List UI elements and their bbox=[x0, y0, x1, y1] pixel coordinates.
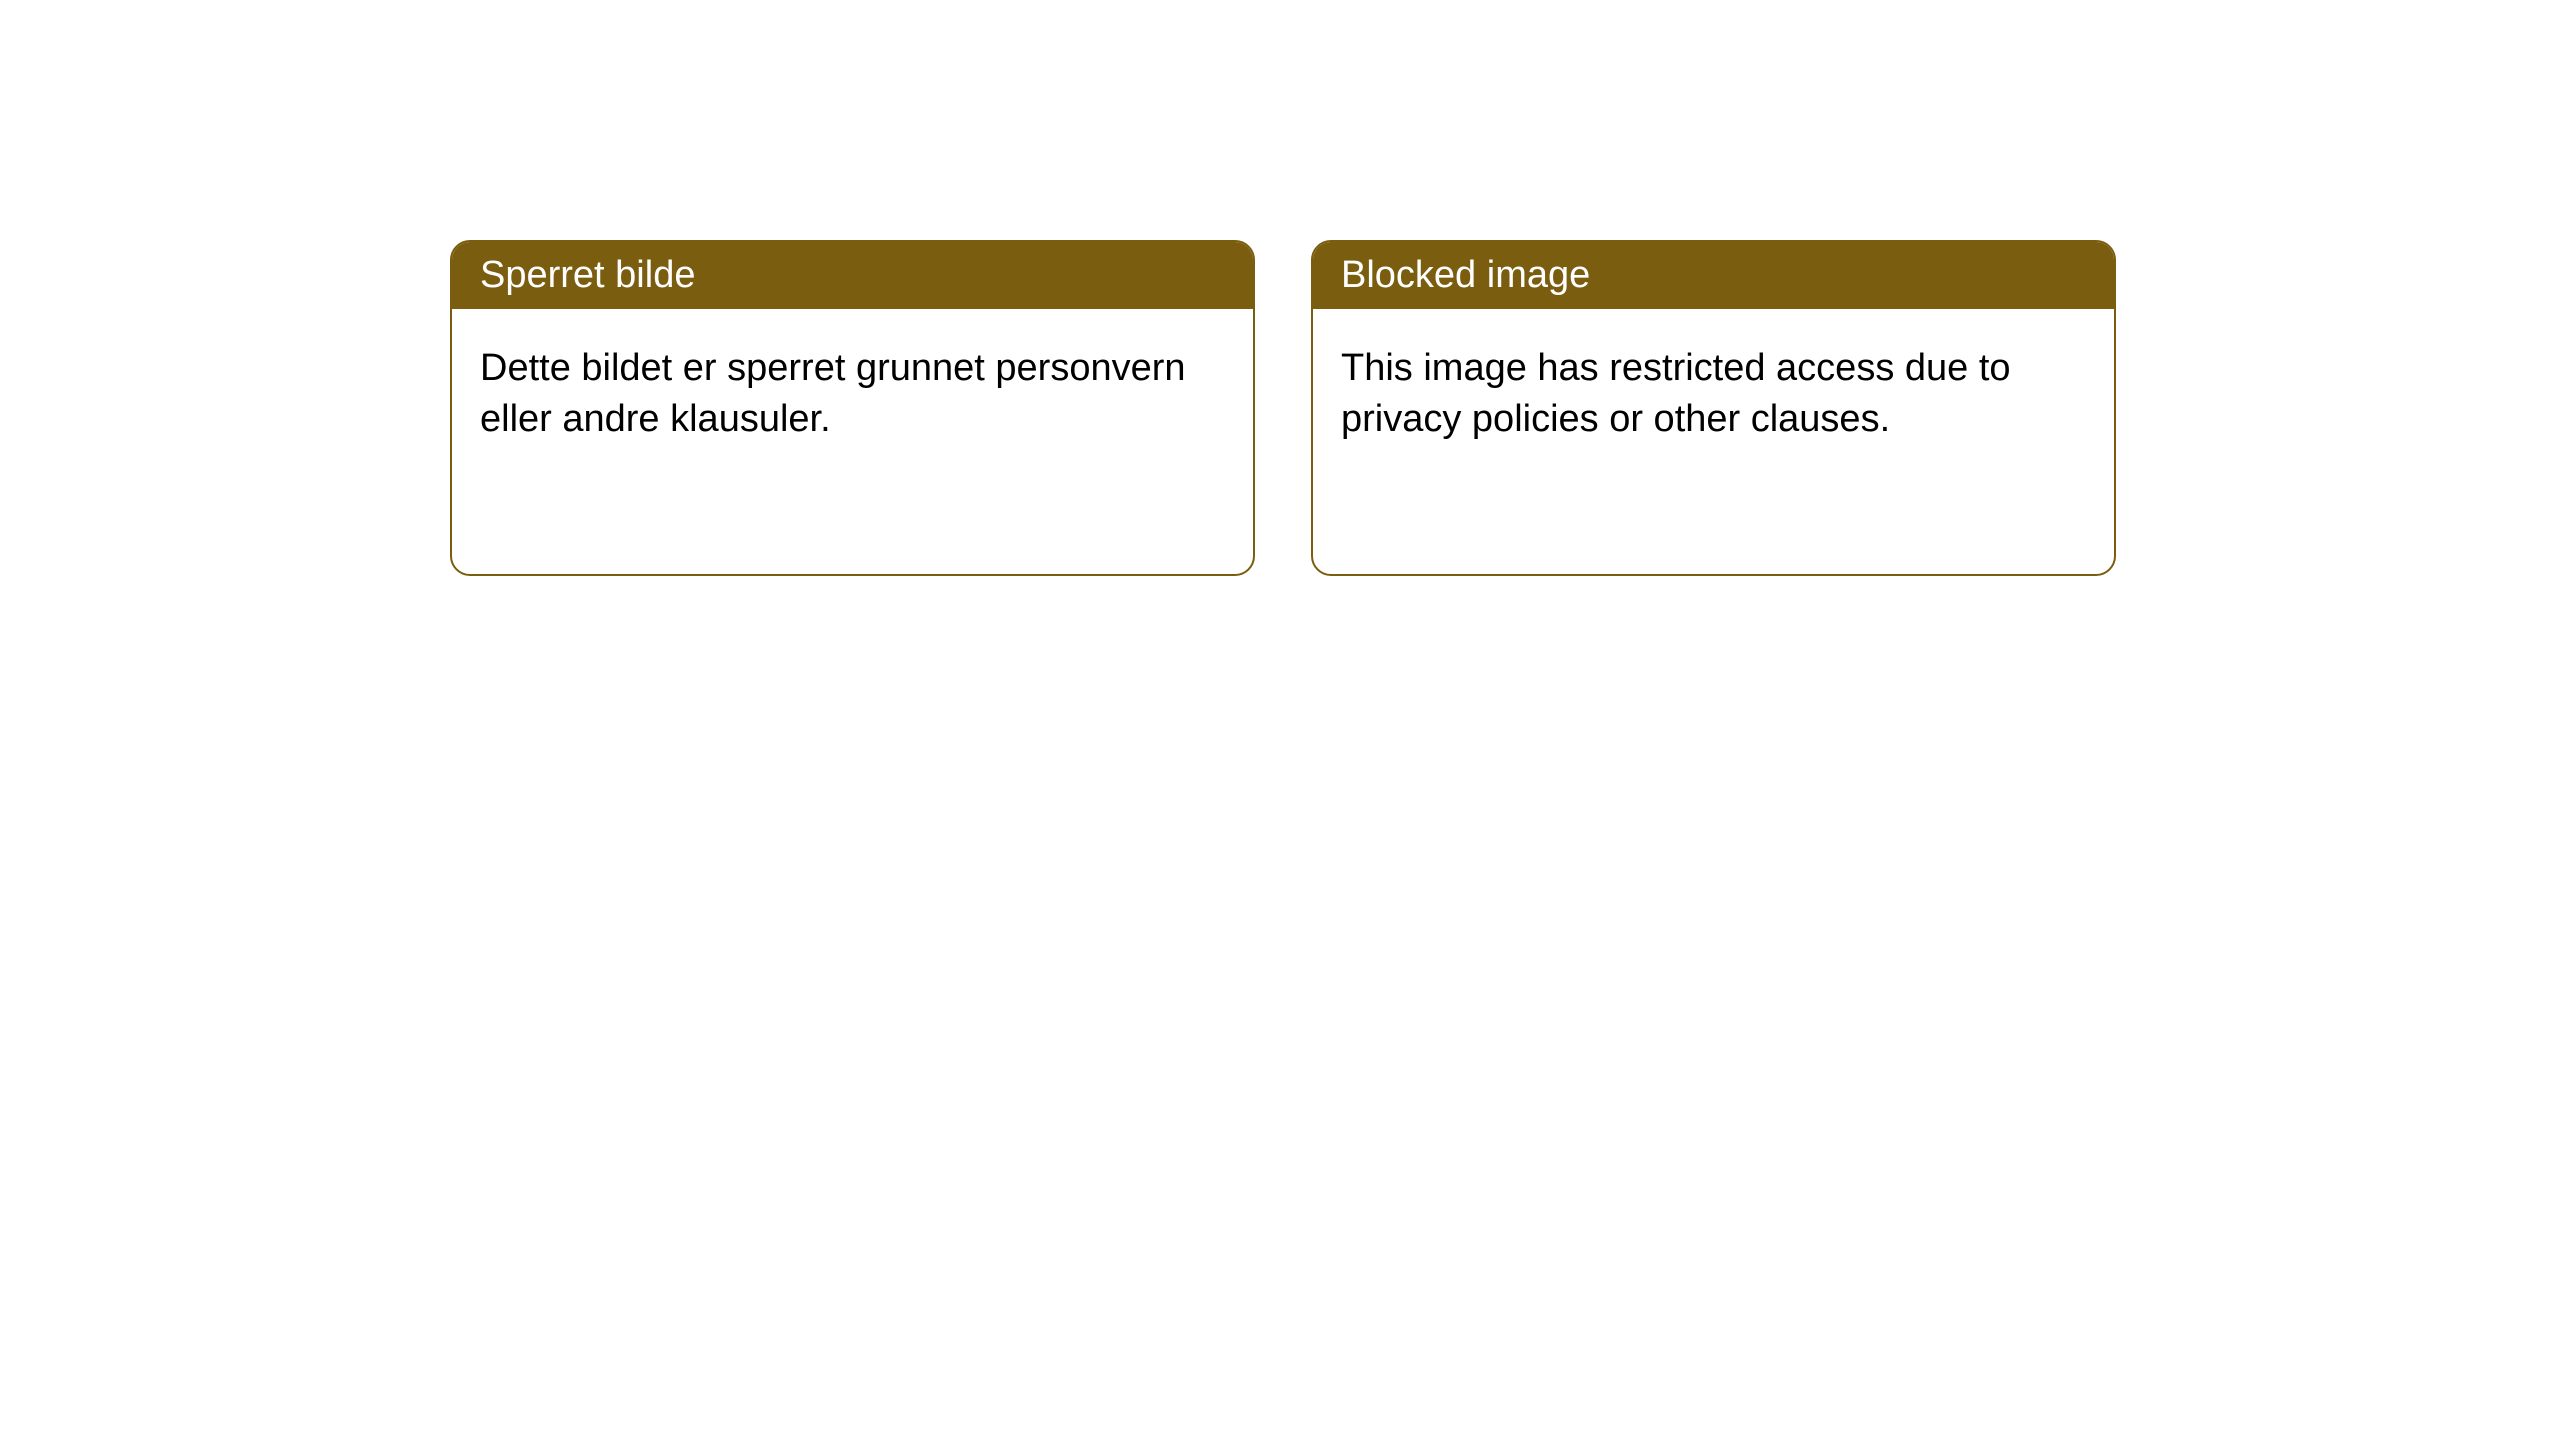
notice-body: Dette bildet er sperret grunnet personve… bbox=[452, 309, 1253, 480]
notice-body-text: Dette bildet er sperret grunnet personve… bbox=[480, 347, 1186, 440]
notice-header: Sperret bilde bbox=[452, 242, 1253, 309]
notice-card-english: Blocked image This image has restricted … bbox=[1311, 240, 2116, 576]
notice-header: Blocked image bbox=[1313, 242, 2114, 309]
notice-container: Sperret bilde Dette bildet er sperret gr… bbox=[0, 0, 2560, 576]
notice-body: This image has restricted access due to … bbox=[1313, 309, 2114, 480]
notice-title: Blocked image bbox=[1341, 254, 1590, 296]
notice-title: Sperret bilde bbox=[480, 254, 695, 296]
notice-body-text: This image has restricted access due to … bbox=[1341, 347, 2011, 440]
notice-card-norwegian: Sperret bilde Dette bildet er sperret gr… bbox=[450, 240, 1255, 576]
